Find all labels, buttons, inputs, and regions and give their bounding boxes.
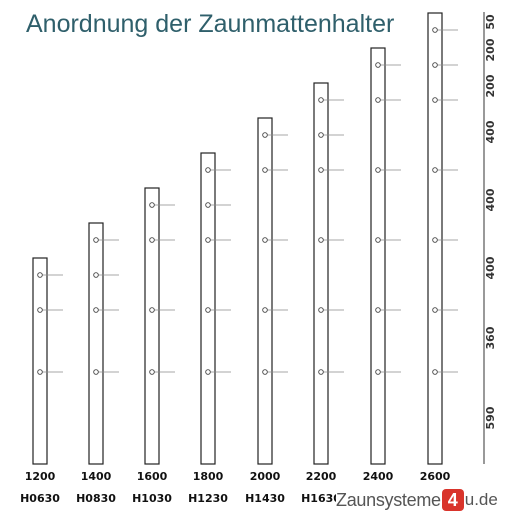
- title-text: Anordnung der Zaunmattenhalter: [26, 10, 395, 38]
- holder-hole: [93, 369, 99, 375]
- spacing-label-7: 360: [484, 326, 497, 349]
- holder-hole: [432, 167, 438, 173]
- holder-hole: [149, 202, 155, 208]
- posts-layer: 1200 H0630 1400 H0830 1600 H1030 1800 H1230 2000…: [20, 12, 458, 505]
- post-body: [313, 82, 329, 465]
- holder-hole: [262, 237, 268, 243]
- holder-hole: [205, 202, 211, 208]
- holder-hole: [318, 307, 324, 313]
- post-1200: 1200 H0630: [20, 257, 63, 505]
- spacing-label-3: 200: [484, 74, 497, 97]
- holder-hole: [375, 237, 381, 243]
- holder-hole: [432, 62, 438, 68]
- post-2200: 2200 H1630: [301, 82, 344, 505]
- post-code-label: H1630: [301, 492, 341, 505]
- post-code-label: H1030: [132, 492, 172, 505]
- holder-hole: [432, 97, 438, 103]
- holder-hole: [205, 167, 211, 173]
- post-body: [32, 257, 48, 465]
- spacing-label-1: 50: [484, 14, 497, 30]
- post-body: [144, 187, 160, 465]
- holder-hole: [432, 237, 438, 243]
- holder-hole: [37, 272, 43, 278]
- holder-hole: [149, 237, 155, 243]
- holder-hole: [375, 97, 381, 103]
- post-length-label: 1400: [81, 470, 112, 483]
- post-1400: 1400 H0830: [76, 222, 119, 505]
- holder-hole: [375, 369, 381, 375]
- holder-hole: [432, 27, 438, 33]
- post-1800: 1800 H1230: [188, 152, 231, 505]
- holder-hole: [262, 132, 268, 138]
- post-code-label: H1230: [188, 492, 228, 505]
- spacing-labels: 50 200 200 400 400 400 360 590: [484, 14, 497, 429]
- spacing-label-8: 590: [484, 406, 497, 429]
- holder-hole: [432, 369, 438, 375]
- post-code-label: H1430: [245, 492, 285, 505]
- holder-hole: [318, 369, 324, 375]
- holder-hole: [93, 272, 99, 278]
- holder-hole: [318, 167, 324, 173]
- spacing-label-5: 400: [484, 188, 497, 211]
- holder-hole: [205, 369, 211, 375]
- holder-hole: [375, 167, 381, 173]
- spacing-label-2: 200: [484, 38, 497, 61]
- holder-hole: [318, 97, 324, 103]
- post-body: [370, 47, 386, 465]
- holder-hole: [375, 62, 381, 68]
- post-length-label: 2600: [420, 470, 451, 483]
- holder-hole: [262, 369, 268, 375]
- post-body: [88, 222, 104, 465]
- post-2400: 2400H1830: [358, 47, 401, 505]
- holder-hole: [37, 369, 43, 375]
- logo-mark: 4: [441, 489, 464, 511]
- post-length-label: 2400: [363, 470, 394, 483]
- holder-hole: [432, 307, 438, 313]
- logo-suffix: u.de: [464, 490, 498, 509]
- logo-text: Zaunsysteme: [336, 489, 441, 510]
- post-length-label: 2200: [306, 470, 337, 483]
- holder-hole: [93, 237, 99, 243]
- post-1600: 1600 H1030: [132, 187, 175, 505]
- spacing-label-4: 400: [484, 120, 497, 143]
- holder-hole: [318, 132, 324, 138]
- brand-logo: Zaunsysteme 4 u.de: [336, 484, 520, 516]
- holder-hole: [205, 237, 211, 243]
- post-2000: 2000 H1430: [245, 117, 288, 505]
- diagram-title: Anordnung der Zaunmattenhalter: [26, 8, 394, 41]
- holder-hole: [93, 307, 99, 313]
- holder-hole: [375, 307, 381, 313]
- holder-hole: [149, 369, 155, 375]
- post-length-label: 2000: [250, 470, 281, 483]
- spacing-label-6: 400: [484, 256, 497, 279]
- holder-hole: [149, 307, 155, 313]
- post-length-label: 1800: [193, 470, 224, 483]
- holder-hole: [37, 307, 43, 313]
- post-body: [257, 117, 273, 465]
- post-code-label: H0830: [76, 492, 116, 505]
- holder-hole: [262, 307, 268, 313]
- post-length-label: 1200: [25, 470, 56, 483]
- holder-hole: [262, 167, 268, 173]
- post-code-label: H0630: [20, 492, 60, 505]
- post-length-label: 1600: [137, 470, 168, 483]
- post-2600: 2600H2030: [415, 12, 458, 505]
- holder-hole: [318, 237, 324, 243]
- holder-hole: [205, 307, 211, 313]
